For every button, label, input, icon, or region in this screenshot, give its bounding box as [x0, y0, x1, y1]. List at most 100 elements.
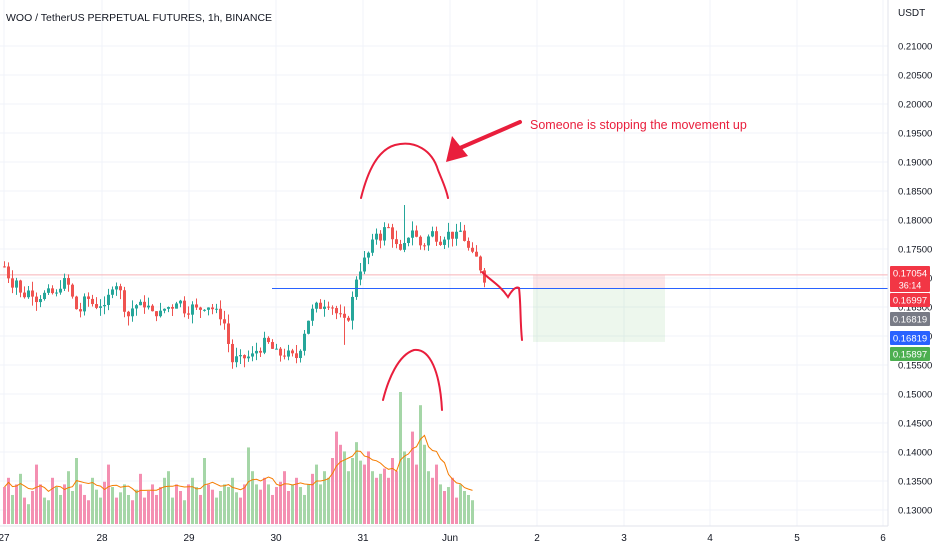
candle-body[interactable] [231, 343, 234, 363]
candle-body[interactable] [391, 227, 394, 240]
candle-body[interactable] [151, 305, 154, 312]
candle-body[interactable] [195, 304, 198, 308]
candle-body[interactable] [95, 304, 98, 308]
candle-body[interactable] [467, 240, 470, 248]
candle-body[interactable] [399, 244, 402, 250]
candle-body[interactable] [263, 337, 266, 353]
candle-body[interactable] [139, 301, 142, 306]
candle-body[interactable] [415, 230, 418, 237]
candle-body[interactable] [79, 309, 82, 312]
candle-body[interactable] [243, 355, 246, 359]
candle-body[interactable] [63, 278, 66, 289]
arc-drawing-top[interactable] [360, 142, 449, 199]
candle-body[interactable] [427, 236, 430, 246]
candle-body[interactable] [251, 353, 254, 357]
candle-body[interactable] [367, 252, 370, 258]
candle-body[interactable] [335, 308, 338, 314]
candle-body[interactable] [11, 278, 14, 288]
candle-body[interactable] [35, 296, 38, 303]
candle-body[interactable] [19, 280, 22, 293]
candle-body[interactable] [87, 296, 90, 299]
candle-body[interactable] [211, 307, 214, 310]
time-axis[interactable]: 27 28 29 30 31 Jun 2 3 4 5 6 [0, 533, 886, 544]
candle-body[interactable] [283, 355, 286, 357]
candle-body[interactable] [159, 310, 162, 317]
candle-body[interactable] [323, 306, 326, 309]
candle-body[interactable] [111, 289, 114, 295]
candle-body[interactable] [75, 296, 78, 310]
candle-body[interactable] [455, 231, 458, 239]
user-drawings[interactable] [360, 120, 523, 411]
candle-body[interactable] [343, 313, 346, 318]
candle-body[interactable] [479, 256, 482, 271]
candle-body[interactable] [379, 233, 382, 241]
candle-body[interactable] [27, 290, 30, 298]
candle-body[interactable] [271, 342, 274, 349]
candle-body[interactable] [411, 230, 414, 238]
candle-body[interactable] [447, 231, 450, 240]
candle-body[interactable] [99, 306, 102, 308]
candle-body[interactable] [299, 350, 302, 359]
candle-body[interactable] [131, 308, 134, 317]
candle-body[interactable] [347, 317, 350, 321]
position-tool[interactable] [0, 274, 888, 342]
candle-body[interactable] [147, 305, 150, 308]
candle-body[interactable] [103, 305, 106, 307]
candle-body[interactable] [431, 231, 434, 237]
arrow-shaft[interactable] [458, 120, 522, 150]
candle-body[interactable] [407, 237, 410, 244]
candle-body[interactable] [435, 231, 438, 242]
candle-body[interactable] [359, 271, 362, 280]
candle-body[interactable] [463, 230, 466, 241]
candle-body[interactable] [163, 308, 166, 311]
arrow-head[interactable] [446, 136, 468, 162]
candle-body[interactable] [31, 290, 34, 297]
candle-body[interactable] [291, 350, 294, 354]
candle-body[interactable] [387, 227, 390, 229]
candle-body[interactable] [403, 243, 406, 250]
candle-body[interactable] [215, 308, 218, 310]
stop-loss-zone[interactable] [533, 274, 665, 289]
candle-body[interactable] [227, 323, 230, 344]
candle-body[interactable] [71, 284, 74, 297]
candle-body[interactable] [439, 241, 442, 245]
candle-body[interactable] [303, 333, 306, 351]
arc-drawing-volume[interactable] [382, 348, 443, 411]
candle-body[interactable] [219, 308, 222, 320]
candle-body[interactable] [423, 245, 426, 247]
candle-body[interactable] [7, 266, 10, 279]
candle-body[interactable] [47, 288, 50, 293]
candle-body[interactable] [483, 270, 486, 283]
candle-body[interactable] [187, 313, 190, 315]
candle-body[interactable] [51, 288, 54, 294]
candle-body[interactable] [155, 311, 158, 317]
take-profit-zone[interactable] [533, 288, 665, 342]
candle-body[interactable] [451, 231, 454, 239]
candle-body[interactable] [275, 348, 278, 350]
candle-body[interactable] [91, 298, 94, 305]
candle-body[interactable] [123, 290, 126, 312]
candle-body[interactable] [363, 257, 366, 272]
candle-body[interactable] [179, 300, 182, 304]
candle-body[interactable] [83, 296, 86, 312]
candle-body[interactable] [383, 227, 386, 241]
candle-body[interactable] [119, 286, 122, 291]
candle-body[interactable] [143, 301, 146, 308]
candle-body[interactable] [255, 350, 258, 354]
candle-body[interactable] [443, 239, 446, 245]
candle-body[interactable] [331, 307, 334, 309]
candle-body[interactable] [315, 302, 318, 309]
candle-body[interactable] [23, 292, 26, 298]
candle-body[interactable] [351, 296, 354, 321]
candle-body[interactable] [259, 350, 262, 353]
annotation-text[interactable]: Someone is stopping the movement up [530, 118, 747, 132]
candle-body[interactable] [175, 303, 178, 309]
candle-body[interactable] [375, 233, 378, 240]
candle-body[interactable] [239, 355, 242, 357]
candle-body[interactable] [287, 350, 290, 357]
candle-body[interactable] [235, 356, 238, 363]
candle-body[interactable] [295, 353, 298, 359]
projected-path-drawing[interactable] [481, 271, 523, 341]
candle-body[interactable] [267, 337, 270, 343]
